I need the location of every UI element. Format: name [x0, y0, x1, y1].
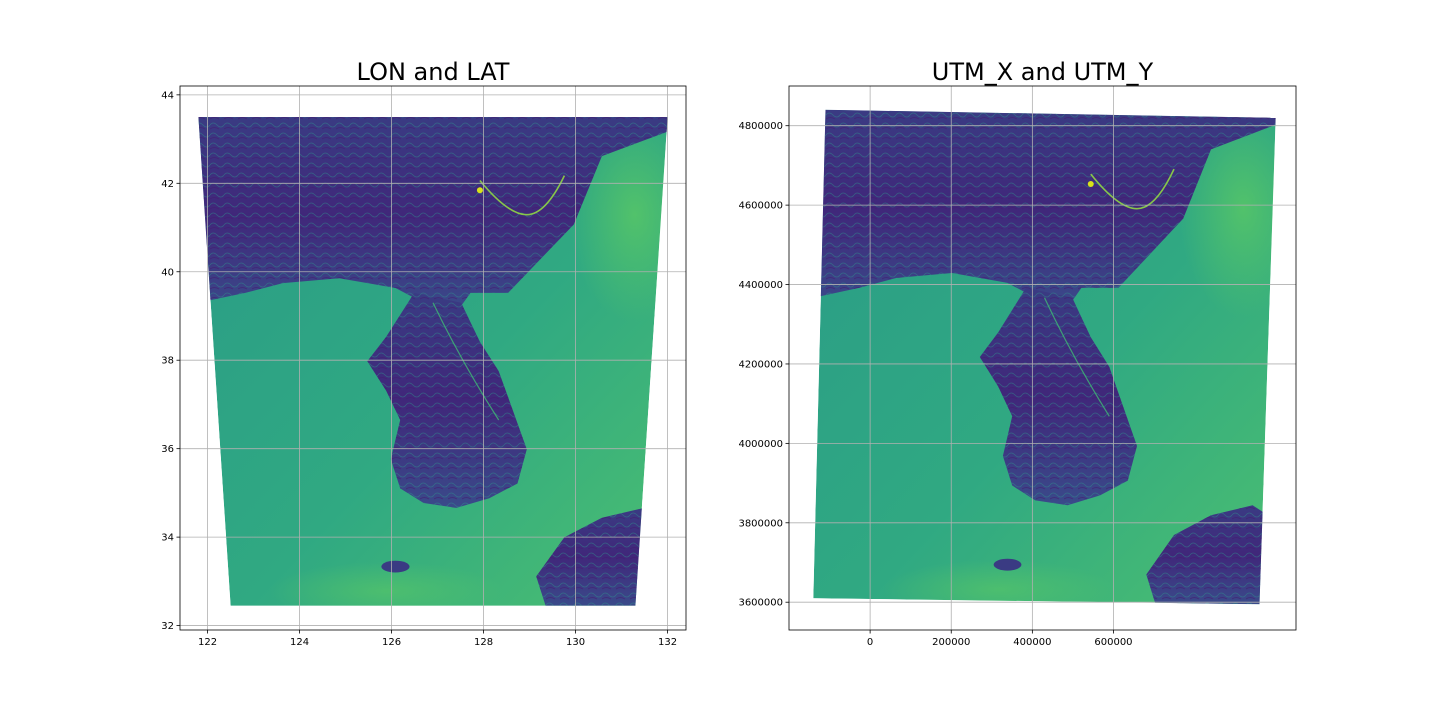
x-tick-label: 200000 — [932, 637, 970, 648]
chart-title: LON and LAT — [357, 58, 510, 86]
x-tick-label: 124 — [290, 637, 309, 648]
y-tick-label: 4000000 — [738, 439, 783, 450]
y-tick-label: 3800000 — [738, 518, 783, 529]
y-tick-label: 4800000 — [738, 121, 783, 132]
x-tick-label: 128 — [474, 637, 493, 648]
y-tick-label: 3600000 — [738, 598, 783, 609]
axes-frame — [788, 85, 1297, 631]
axes-frame — [179, 85, 687, 631]
x-tick-label: 600000 — [1094, 637, 1132, 648]
x-tick-label: 400000 — [1013, 637, 1051, 648]
x-tick-label: 130 — [566, 637, 585, 648]
x-tick-label: 126 — [382, 637, 401, 648]
subplot-utm: 0 200000 400000 600000 3600000 3800000 4000000… — [738, 58, 1297, 648]
y-tick-label: 34 — [161, 533, 174, 544]
x-tick-label: 122 — [198, 637, 217, 648]
subplot-lon-lat: 122 124 126 128 130 132 32 34 36 38 40 42 44 LON and … — [161, 58, 687, 648]
y-tick-label: 42 — [161, 179, 174, 190]
heatmap-field — [198, 117, 668, 606]
chart-title: UTM_X and UTM_Y — [932, 58, 1154, 86]
y-tick-label: 38 — [161, 356, 174, 367]
y-tick-label: 36 — [161, 444, 174, 455]
y-tick-label: 4600000 — [738, 201, 783, 212]
x-tick-label: 0 — [867, 637, 873, 648]
y-tick-label: 4400000 — [738, 280, 783, 291]
heatmap-field — [813, 109, 1276, 605]
y-tick-label: 32 — [161, 621, 174, 632]
x-tick-label: 132 — [658, 637, 677, 648]
y-tick-label: 40 — [161, 267, 174, 278]
y-tick-label: 44 — [161, 90, 174, 101]
y-tick-label: 4200000 — [738, 359, 783, 370]
